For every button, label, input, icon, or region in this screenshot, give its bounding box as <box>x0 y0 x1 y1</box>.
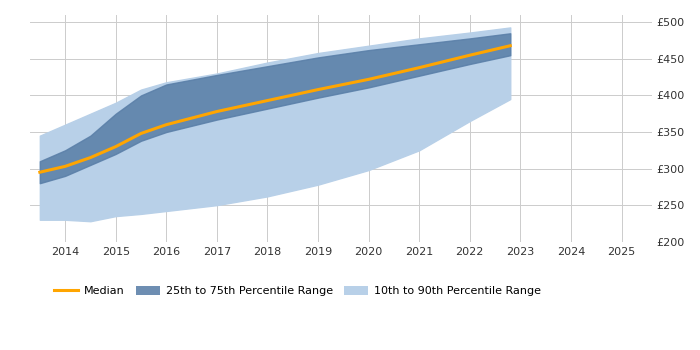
Legend: Median, 25th to 75th Percentile Range, 10th to 90th Percentile Range: Median, 25th to 75th Percentile Range, 1… <box>49 281 545 301</box>
